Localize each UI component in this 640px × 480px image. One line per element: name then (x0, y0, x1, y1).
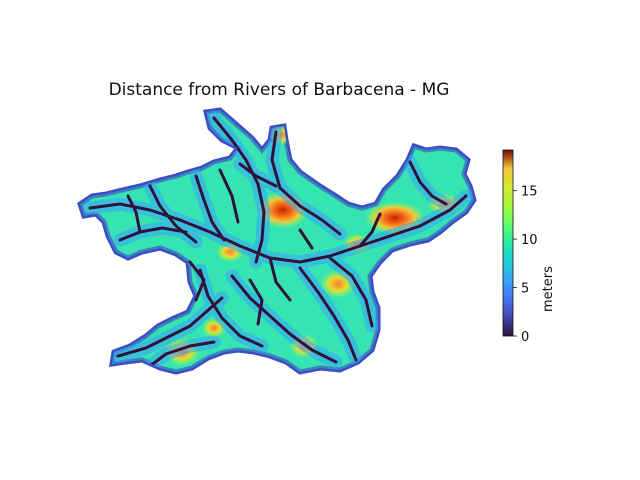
colorbar-ticks: 0 5 10 15 (513, 185, 538, 345)
colorbar-label: meters (541, 266, 556, 312)
colorbar: 0 5 10 15 (502, 149, 538, 345)
colorbar-tick-label: 5 (521, 282, 529, 297)
map-title: Distance from Rivers of Barbacena - MG (108, 80, 450, 100)
river-network (83, 111, 473, 372)
colorbar-tick-label: 10 (521, 233, 538, 248)
colorbar-ramp (502, 149, 514, 337)
colorbar-tick-label: 15 (521, 185, 538, 200)
colorbar-tick-label: 0 (521, 330, 529, 345)
distance-raster (60, 100, 490, 390)
